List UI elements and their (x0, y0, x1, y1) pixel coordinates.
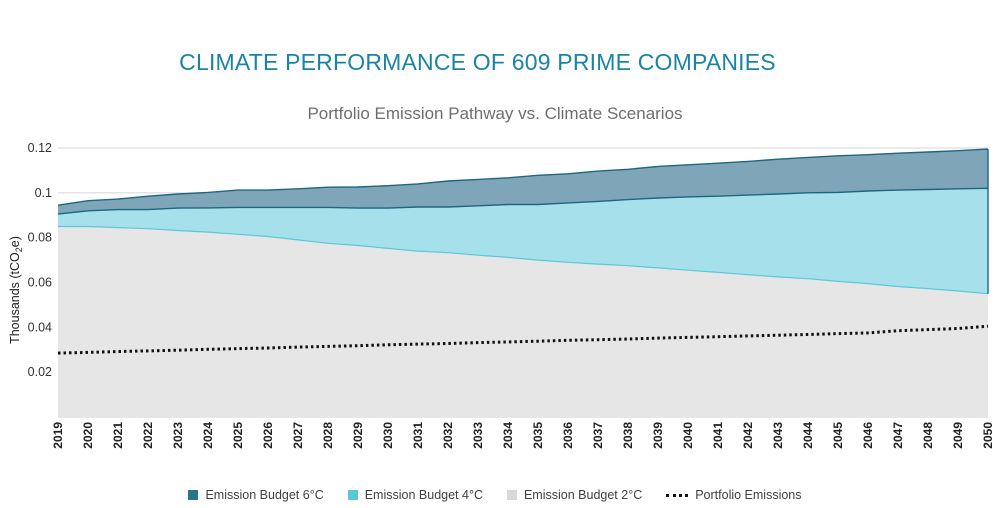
x-tick-label: 2036 (561, 422, 575, 449)
x-tick-label: 2024 (201, 422, 215, 449)
legend-label-2c: Emission Budget 2°C (523, 488, 643, 502)
x-tick-label: 2021 (111, 422, 125, 449)
chart-title: Portfolio Emission Pathway vs. Climate S… (307, 104, 683, 123)
x-tick-label: 2020 (81, 422, 95, 449)
x-tick-label: 2046 (861, 422, 875, 449)
y-tick-label: 0.08 (28, 231, 52, 245)
x-tick-label: 2031 (411, 422, 425, 449)
legend-item-4c[interactable]: Emission Budget 4°C (347, 488, 483, 502)
y-tick-label: 0.02 (28, 365, 52, 379)
x-tick-label: 2029 (351, 422, 365, 449)
line-portfolio-emissions (57, 324, 989, 355)
x-tick-label: 2040 (681, 422, 695, 449)
legend-item-2c[interactable]: Emission Budget 2°C (506, 488, 643, 502)
x-tick-label: 2019 (51, 422, 65, 449)
legend-swatch-2c (506, 490, 517, 500)
line-2c-boundary (58, 225, 989, 295)
x-tick-label: 2032 (441, 422, 455, 449)
legend-swatch-4c (347, 490, 358, 500)
x-tick-label: 2039 (651, 422, 665, 449)
legend: Emission Budget 6°C Emission Budget 4°C … (0, 488, 990, 502)
legend-label-6c: Emission Budget 6°C (205, 488, 324, 502)
x-tick-label: 2026 (261, 422, 275, 449)
x-tick-label: 2041 (711, 422, 725, 449)
x-tick-label: 2033 (471, 422, 485, 449)
x-tick-label: 2043 (771, 422, 785, 449)
x-tick-label: 2022 (141, 422, 155, 449)
legend-label-4c: Emission Budget 4°C (364, 488, 483, 502)
x-tick-label: 2042 (741, 422, 755, 449)
x-tick-label: 2037 (591, 422, 605, 449)
line-6c-boundary (57, 148, 989, 206)
legend-swatch-portfolio (666, 493, 689, 497)
x-tick-label: 2045 (831, 422, 845, 449)
y-tick-label: 0.12 (28, 141, 52, 155)
x-tick-label: 2025 (231, 422, 245, 449)
x-tick-label: 2038 (621, 422, 635, 449)
y-axis-label: Thousands (tCO2e) (8, 236, 24, 344)
legend-item-6c[interactable]: Emission Budget 6°C (188, 488, 324, 502)
y-tick-label: 0.06 (28, 276, 52, 290)
area-2c (58, 226, 988, 417)
x-tick-label: 2050 (981, 422, 995, 449)
x-tick-label: 2048 (921, 422, 935, 449)
x-tick-label: 2030 (381, 422, 395, 449)
x-tick-labels: 2019 2020 2021 2022 2023 2024 2025 2026 2027 2028… (51, 422, 995, 449)
x-tick-label: 2049 (951, 422, 965, 449)
x-tick-label: 2047 (891, 422, 905, 449)
x-tick-label: 2027 (291, 422, 305, 449)
y-tick-label: 0.1 (35, 186, 52, 200)
main-title: CLIMATE PERFORMANCE OF 609 PRIME COMPANI… (179, 49, 776, 75)
series-lines (57, 148, 989, 355)
x-tick-label: 2023 (171, 422, 185, 449)
x-tick-label: 2034 (501, 422, 515, 449)
y-tick-labels: 0.02 0.04 0.06 0.08 0.1 0.12 (28, 141, 52, 379)
legend-label-portfolio: Portfolio Emissions (695, 488, 802, 502)
y-tick-label: 0.04 (28, 320, 52, 334)
series-areas (58, 149, 988, 417)
line-4c-boundary (57, 187, 989, 215)
x-tick-label: 2044 (801, 422, 815, 449)
x-tick-label: 2028 (321, 422, 335, 449)
legend-item-portfolio[interactable]: Portfolio Emissions (666, 488, 802, 502)
x-tick-label: 2035 (531, 422, 545, 449)
legend-swatch-6c (188, 490, 199, 500)
